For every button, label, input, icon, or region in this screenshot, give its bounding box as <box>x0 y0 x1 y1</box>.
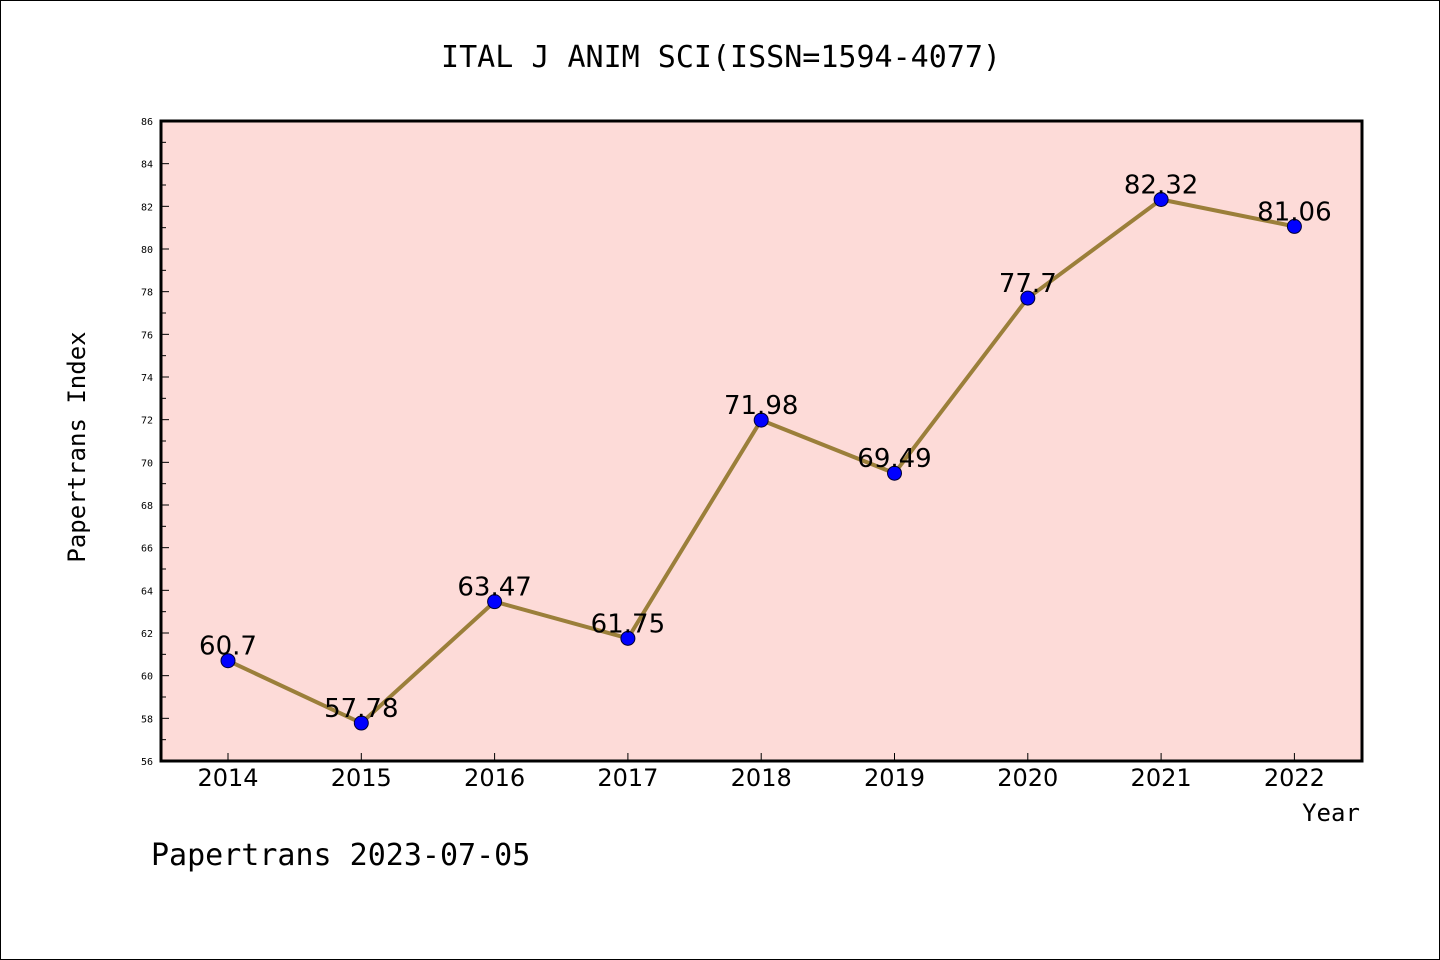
x-tick-label: 2022 <box>1264 764 1325 792</box>
x-tick-label: 2015 <box>331 764 392 792</box>
y-tick-label: 78 <box>141 288 153 299</box>
x-axis: 2014 2015 2016 2017 2018 2019 2020 2021 2022 <box>197 753 1325 792</box>
data-label: 61.75 <box>591 609 665 639</box>
data-point <box>1153 192 1169 208</box>
x-tick-label: 2018 <box>731 764 792 792</box>
footer-credit: Papertrans 2023-07-05 <box>151 838 530 873</box>
x-tick-label: 2019 <box>864 764 925 792</box>
y-tick-label: 86 <box>141 117 153 128</box>
x-axis-label: Year <box>1302 799 1360 827</box>
data-point <box>620 630 636 646</box>
data-label: 57.78 <box>324 694 398 724</box>
y-tick-label: 80 <box>141 245 153 256</box>
series-papertrans-index <box>220 192 1302 731</box>
data-point <box>353 715 369 731</box>
data-label: 69.49 <box>857 444 931 474</box>
y-tick-label: 74 <box>141 373 153 384</box>
data-labels: 60.7 57.78 63.47 61.75 71.98 69.49 77.7 82.32 81… <box>199 171 1332 725</box>
y-tick-label: 60 <box>141 672 153 683</box>
x-tick-label: 2017 <box>597 764 658 792</box>
y-tick-label: 82 <box>141 202 153 213</box>
y-tick-label: 72 <box>141 416 153 427</box>
y-axis: 56 58 60 62 64 66 68 70 72 74 76 78 80 82 84 86 <box>141 117 169 768</box>
y-tick-label: 68 <box>141 501 153 512</box>
plot-area <box>159 119 1364 763</box>
x-tick-label: 2021 <box>1131 764 1192 792</box>
x-tick-label: 2016 <box>464 764 525 792</box>
y-tick-label: 66 <box>141 544 153 555</box>
x-tick-label: 2020 <box>997 764 1058 792</box>
y-tick-label: 84 <box>141 160 153 171</box>
chart-title: ITAL J ANIM SCI(ISSN=1594-4077) <box>441 40 1001 75</box>
y-tick-label: 70 <box>141 458 153 469</box>
y-tick-label: 62 <box>141 629 153 640</box>
data-label: 77.7 <box>999 269 1057 299</box>
data-label: 82.32 <box>1124 171 1198 201</box>
data-label: 71.98 <box>724 391 798 421</box>
data-point <box>220 653 236 669</box>
y-tick-label: 58 <box>141 714 153 725</box>
data-label: 81.06 <box>1257 197 1331 227</box>
y-axis-label: Papertrans Index <box>63 331 91 562</box>
data-label: 60.7 <box>199 632 257 662</box>
data-label: 63.47 <box>457 573 531 603</box>
y-tick-label: 76 <box>141 330 153 341</box>
y-tick-label: 56 <box>141 757 153 768</box>
data-point <box>887 465 902 481</box>
data-point <box>1286 218 1302 234</box>
data-point <box>487 594 503 610</box>
data-point <box>1020 290 1036 306</box>
data-point <box>753 412 769 428</box>
y-tick-label: 64 <box>141 586 153 597</box>
x-tick-label: 2014 <box>197 764 258 792</box>
